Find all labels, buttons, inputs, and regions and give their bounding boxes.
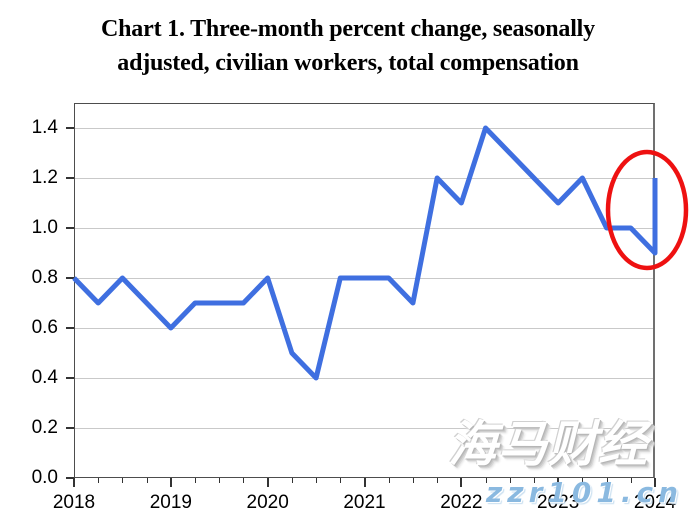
gridline-y-1.2 [75, 178, 653, 179]
page-title: Chart 1. Three-month percent change, sea… [0, 12, 696, 80]
xtick-minor-2020-q2 [316, 478, 318, 483]
gridline-y-1.0 [75, 228, 653, 229]
ytick-label-1.2: 1.2 [31, 167, 58, 188]
xtick-minor-2023-q1 [582, 478, 584, 483]
xtick-major-2024 [654, 478, 656, 487]
gridline-y-0.6 [75, 328, 653, 329]
ytick-label-0.8: 0.8 [31, 267, 58, 288]
xtick-minor-2022-q2 [509, 478, 511, 483]
xtick-label-2023: 2023 [537, 492, 580, 513]
ytick-mark-1.0 [66, 227, 74, 229]
gridline-y-0.4 [75, 378, 653, 379]
xtick-major-2021 [363, 478, 366, 487]
xtick-major-2019 [169, 478, 172, 487]
xtick-minor-2018-q1 [98, 478, 100, 483]
xtick-major-2022 [460, 478, 463, 487]
ytick-mark-1.4 [66, 127, 74, 129]
title-line-1: Chart 1. Three-month percent change, sea… [101, 16, 595, 42]
xtick-label-2022: 2022 [440, 492, 483, 513]
xtick-label-2020: 2020 [246, 492, 289, 513]
ytick-label-0.4: 0.4 [31, 367, 58, 388]
gridline-y-1.4 [75, 128, 653, 129]
xtick-major-2018 [73, 478, 75, 487]
title-line-2: adjusted, civilian workers, total compen… [117, 50, 579, 76]
ytick-mark-0.8 [66, 277, 74, 279]
xtick-label-2019: 2019 [149, 492, 192, 513]
xtick-minor-2020-q1 [291, 478, 293, 483]
ytick-mark-0.2 [66, 427, 74, 429]
ytick-mark-0.0 [66, 477, 74, 479]
xtick-minor-2019-q2 [219, 478, 221, 483]
xtick-minor-2021-q2 [412, 478, 414, 483]
ytick-mark-0.6 [66, 327, 74, 329]
xtick-minor-2019-q3 [243, 478, 245, 483]
gridline-y-0.2 [75, 428, 653, 429]
ytick-label-1.4: 1.4 [31, 117, 58, 138]
ytick-label-1.0: 1.0 [31, 217, 58, 238]
xtick-minor-2023-q2 [606, 478, 608, 483]
ytick-mark-0.4 [66, 377, 74, 379]
xtick-label-2024: 2024 [633, 492, 677, 513]
xtick-label-2021: 2021 [343, 492, 386, 513]
xtick-minor-2020-q3 [340, 478, 342, 483]
ytick-mark-1.2 [66, 177, 74, 179]
xtick-minor-2018-q2 [122, 478, 124, 483]
ytick-label-0.6: 0.6 [31, 317, 58, 338]
xtick-minor-2021-q3 [437, 478, 439, 483]
xtick-minor-2021-q1 [388, 478, 390, 483]
xtick-minor-2022-q1 [485, 478, 487, 483]
xtick-minor-2019-q1 [195, 478, 197, 483]
plot-area [74, 103, 655, 478]
gridline-y-0.8 [75, 278, 653, 279]
ytick-label-0.0: 0.0 [31, 467, 58, 488]
xtick-major-2023 [557, 478, 560, 487]
xtick-minor-2022-q3 [533, 478, 535, 483]
xtick-major-2020 [266, 478, 269, 487]
xtick-minor-2023-q3 [630, 478, 632, 483]
xtick-label-2018: 2018 [52, 492, 96, 513]
xtick-minor-2018-q3 [146, 478, 148, 483]
ytick-label-0.2: 0.2 [31, 417, 58, 438]
